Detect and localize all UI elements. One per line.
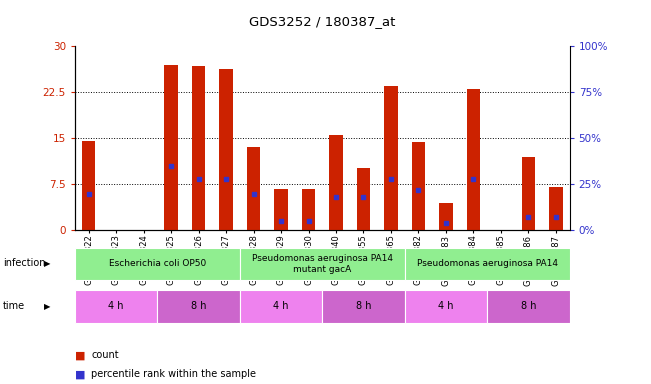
Bar — [75, 290, 158, 323]
Bar — [405, 248, 570, 280]
Text: count: count — [91, 350, 118, 360]
Text: time: time — [3, 301, 25, 311]
Bar — [274, 189, 288, 230]
Text: ▶: ▶ — [44, 302, 50, 311]
Text: ▶: ▶ — [44, 258, 50, 268]
Bar — [384, 86, 398, 230]
Text: percentile rank within the sample: percentile rank within the sample — [91, 369, 256, 379]
Text: Escherichia coli OP50: Escherichia coli OP50 — [109, 260, 206, 268]
Bar — [329, 135, 343, 230]
Bar — [240, 290, 322, 323]
Text: 4 h: 4 h — [108, 301, 124, 311]
Text: 8 h: 8 h — [521, 301, 536, 311]
Bar — [322, 290, 405, 323]
Bar — [240, 248, 405, 280]
Bar — [357, 168, 370, 230]
Text: GDS3252 / 180387_at: GDS3252 / 180387_at — [249, 15, 395, 28]
Bar — [411, 142, 425, 230]
Text: infection: infection — [3, 258, 46, 268]
Text: 4 h: 4 h — [273, 301, 289, 311]
Bar — [164, 65, 178, 230]
Text: ■: ■ — [75, 350, 85, 360]
Bar — [82, 141, 96, 230]
Bar — [405, 290, 487, 323]
Bar — [439, 203, 453, 230]
Bar — [549, 187, 562, 230]
Text: 8 h: 8 h — [191, 301, 206, 311]
Bar — [158, 290, 240, 323]
Text: ■: ■ — [75, 369, 85, 379]
Bar — [219, 70, 233, 230]
Text: Pseudomonas aeruginosa PA14
mutant gacA: Pseudomonas aeruginosa PA14 mutant gacA — [252, 254, 393, 274]
Bar — [301, 189, 315, 230]
Bar — [191, 66, 206, 230]
Bar — [247, 147, 260, 230]
Text: 8 h: 8 h — [355, 301, 371, 311]
Bar — [467, 89, 480, 230]
Bar — [75, 248, 240, 280]
Bar — [487, 290, 570, 323]
Text: Pseudomonas aeruginosa PA14: Pseudomonas aeruginosa PA14 — [417, 260, 558, 268]
Text: 4 h: 4 h — [438, 301, 454, 311]
Bar — [521, 157, 535, 230]
